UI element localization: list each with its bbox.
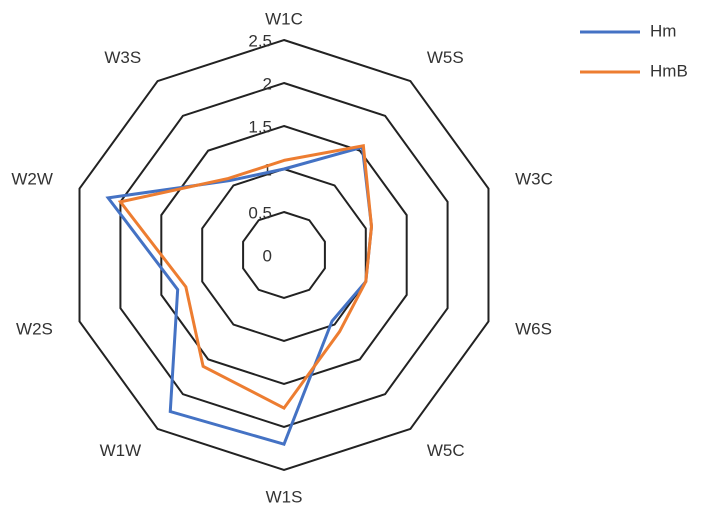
category-label: W5S: [427, 48, 464, 67]
category-label: W6S: [515, 320, 552, 339]
category-label: W3S: [104, 48, 141, 67]
category-label: W2W: [11, 169, 53, 188]
legend-label: HmB: [650, 61, 688, 80]
grid-ring: [78, 38, 490, 472]
r-tick-label: 1: [263, 160, 272, 179]
grid-ring: [119, 81, 449, 429]
category-label: W2S: [16, 320, 53, 339]
category-label: W1W: [100, 441, 142, 460]
grid-ring: [160, 124, 408, 386]
category-label: W1S: [266, 487, 303, 506]
r-tick-label: 0: [263, 246, 272, 265]
legend-label: Hm: [650, 21, 676, 40]
category-label: W1C: [265, 9, 303, 28]
grid-ring: [201, 167, 367, 343]
category-label: W3C: [515, 169, 553, 188]
r-tick-label: 2.5: [248, 31, 272, 50]
r-tick-label: 2: [263, 74, 272, 93]
category-label: W5C: [427, 441, 465, 460]
series-line: [117, 143, 374, 411]
r-tick-label: 0.5: [248, 203, 272, 222]
series-line: [105, 145, 374, 447]
grid-ring: [242, 210, 326, 300]
r-tick-label: 1.5: [248, 117, 272, 136]
